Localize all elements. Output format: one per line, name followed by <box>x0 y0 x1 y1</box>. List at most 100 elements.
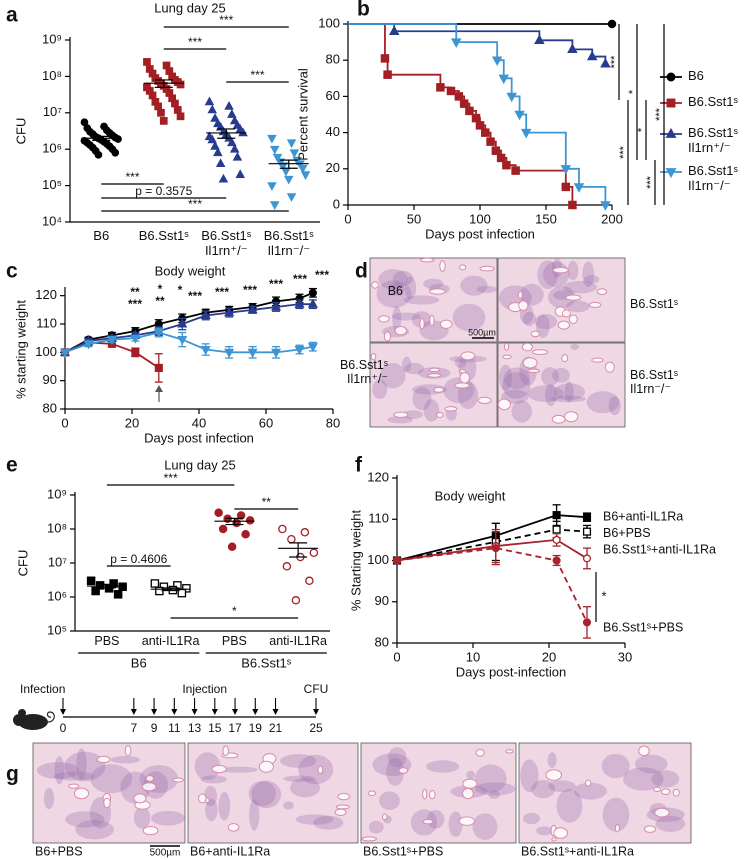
marker <box>300 171 311 180</box>
marker <box>308 288 317 297</box>
tissue-lesion <box>368 820 384 834</box>
marker <box>238 127 248 137</box>
marker <box>607 19 617 29</box>
significance-label: *** <box>215 285 229 299</box>
image-label-box: B6.Sst1ˢ Il1rn⁺/⁻ <box>340 358 388 386</box>
tissue-lesion <box>423 399 440 422</box>
marker <box>392 556 402 565</box>
marker <box>573 183 585 193</box>
x-tick-label: 0 <box>344 211 351 226</box>
marker <box>232 151 243 161</box>
chart-title: Body weight <box>435 488 506 503</box>
airway <box>551 414 566 424</box>
image-label: B6.Sst1ˢ <box>630 297 679 311</box>
marker <box>514 110 525 121</box>
marker <box>177 336 188 346</box>
marker <box>153 328 164 339</box>
marker <box>283 175 294 185</box>
timeline-day: 15 <box>208 721 222 735</box>
marker <box>218 524 228 534</box>
marker <box>94 150 103 159</box>
panel-letter: b <box>357 0 370 21</box>
tissue-lesion <box>488 790 500 799</box>
timeline-day: 9 <box>151 721 158 735</box>
image-label-box: B6.Sst1ˢ Il1rn⁻/⁻ <box>630 368 678 396</box>
x-tick-label: B6.Sst1ˢ <box>138 229 189 243</box>
tissue-lesion <box>391 312 421 321</box>
tissue-lesion <box>200 775 227 784</box>
airway <box>552 266 569 274</box>
airway <box>361 836 377 842</box>
airway <box>103 797 111 809</box>
series-label: B6+PBS <box>603 526 651 540</box>
tissue-lesion <box>54 756 65 785</box>
timeline-day: 21 <box>269 721 283 735</box>
y-tick-label: 120 <box>35 287 57 302</box>
airway <box>422 788 428 800</box>
arrow-head <box>130 709 137 715</box>
tissue-lesion <box>601 753 630 779</box>
legend-marker <box>665 127 677 138</box>
tissue-image <box>369 342 498 428</box>
tissue-lesion <box>531 780 556 799</box>
tissue-lesion <box>582 261 595 288</box>
marker <box>491 544 500 553</box>
tissue-lesion <box>448 811 463 837</box>
tissue-lesion <box>392 270 414 287</box>
airway <box>96 755 111 764</box>
significance-label: ** <box>262 495 272 509</box>
y-tick-label: 10⁹ <box>47 486 67 501</box>
arrow-head <box>272 709 279 715</box>
significance-label: *** <box>293 272 307 286</box>
airway <box>545 769 562 781</box>
marker <box>91 586 100 596</box>
significance-label: *** <box>618 145 630 159</box>
airway <box>211 764 227 774</box>
tissue-lesion <box>379 362 406 389</box>
marker <box>282 562 292 571</box>
tissue-lesion <box>564 381 574 403</box>
x-tick-label-box: B6 <box>93 229 109 243</box>
x-tick-label: PBS <box>221 634 247 648</box>
y-tick-label: 100 <box>35 344 57 359</box>
tissue-lesion <box>75 820 114 840</box>
y-tick-label: 80 <box>375 634 389 649</box>
y-axis-label: % starting weight <box>13 300 28 399</box>
tissue-lesion <box>65 811 105 828</box>
tissue-lesion <box>452 303 486 332</box>
marker <box>130 334 141 344</box>
tissue-lesion <box>466 770 476 780</box>
significance-label: *** <box>188 197 202 211</box>
marker <box>154 363 163 372</box>
marker <box>159 117 168 125</box>
series-line <box>396 514 588 562</box>
x-tick-label: 80 <box>326 415 340 430</box>
x-tick-label: 60 <box>259 415 273 430</box>
airway <box>172 777 184 783</box>
tissue-lesion <box>151 810 185 826</box>
y-tick-label: 40 <box>326 124 340 139</box>
airway <box>672 788 680 797</box>
arrow-head <box>60 709 66 715</box>
tissue-lesion <box>536 826 553 836</box>
y-tick-label: 10⁵ <box>47 622 67 637</box>
arrow-head <box>191 709 198 715</box>
significance-label: * <box>636 127 648 132</box>
significance-label: ** <box>130 285 140 299</box>
marker <box>451 38 462 48</box>
marker <box>471 113 481 123</box>
airway <box>371 281 379 289</box>
airway <box>393 411 409 418</box>
airway <box>588 301 602 308</box>
marker <box>106 336 117 346</box>
marker <box>118 582 127 592</box>
tissue-lesion <box>280 754 317 768</box>
tissue-lesion <box>608 396 621 416</box>
x-tick-label: 0 <box>393 649 400 664</box>
marker <box>218 173 229 183</box>
tissue-lesion <box>248 780 276 807</box>
x-tick-label: 200 <box>601 211 623 226</box>
legend-label: B6 <box>688 69 704 83</box>
marker <box>496 153 506 163</box>
